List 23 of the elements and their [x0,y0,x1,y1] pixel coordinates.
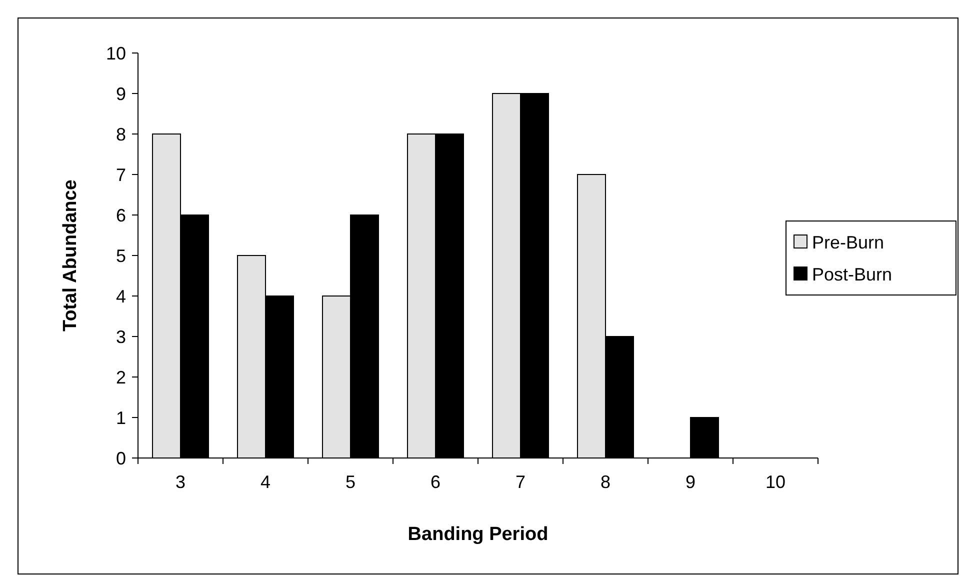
y-tick-label: 4 [116,286,126,306]
y-tick-label: 7 [116,164,126,185]
y-tick-label: 6 [116,205,126,226]
y-tick-label: 10 [106,43,126,64]
x-axis-title: Banding Period [408,524,548,545]
x-tick-label: 6 [430,472,441,492]
y-tick-label: 2 [116,367,126,388]
legend-label: Post-Burn [812,264,892,284]
x-tick-label: 10 [765,472,786,492]
x-tick-label: 5 [345,472,356,492]
y-tick-label: 3 [116,326,126,347]
y-tick-label: 9 [116,84,126,104]
x-tick-label: 4 [260,472,271,492]
y-tick-label: 8 [116,124,126,144]
x-tick-label: 3 [175,472,186,492]
y-tick-label: 1 [116,408,126,428]
y-axis-title: Total Abundance [60,180,81,332]
legend-label: Pre-Burn [812,232,884,252]
x-tick-label: 7 [515,472,526,492]
x-tick-label: 9 [685,472,696,492]
y-tick-label: 5 [116,246,126,266]
x-tick-label: 8 [600,472,611,492]
y-tick-label: 0 [116,448,126,468]
